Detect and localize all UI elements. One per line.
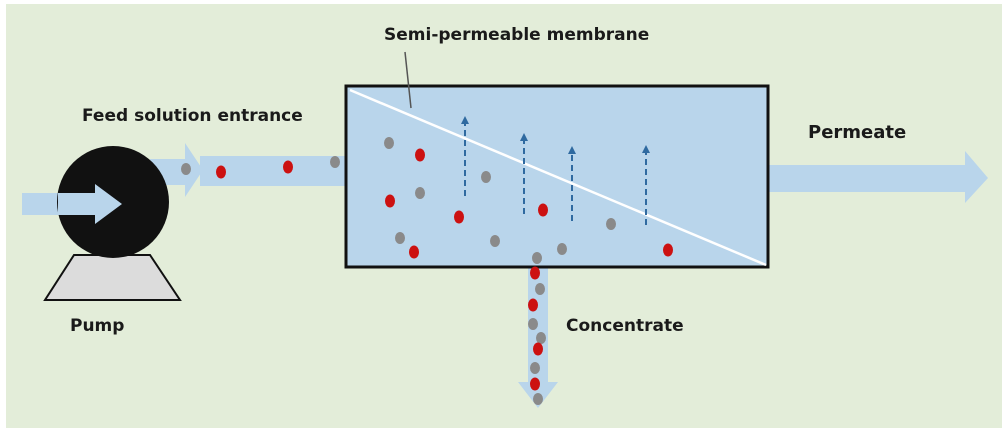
solute-particle-red [216,165,226,179]
solute-particle-gray [384,137,394,149]
pump-label: Pump [70,316,125,336]
solute-particle-gray [528,318,538,330]
solute-particle-red [415,148,425,162]
solute-particle-gray [490,235,500,247]
solute-particle-gray [330,156,340,168]
solute-particle-red [663,243,673,257]
membrane-label: Semi-permeable membrane [384,25,650,45]
pump-inlet-arrow-overlay [58,184,122,224]
permeation-arrows [464,124,647,225]
solute-particle-red [533,342,543,356]
solute-particle-gray [415,187,425,199]
solute-particle-gray [536,332,546,344]
solute-particle-red [538,203,548,217]
solute-particle-gray [533,393,543,405]
permeation-arrowhead [520,133,528,141]
membrane-pointer [404,51,412,109]
permeate-flow-arrow [768,151,988,203]
permeation-arrowhead [461,116,469,124]
pump-base [43,254,182,301]
permeation-arrowhead [642,145,650,153]
solute-particle-red [385,194,395,208]
feed-label: Feed solution entrance [82,106,303,126]
solute-particle-red [530,377,540,391]
solute-particle-red [454,210,464,224]
solute-particle-gray [606,218,616,230]
solute-particle-gray [535,283,545,295]
solute-particle-red [409,245,419,259]
solute-particle-gray [557,243,567,255]
permeation-arrowheads [461,116,650,154]
solute-particle-gray [530,362,540,374]
solute-particle-gray [181,163,191,175]
solute-particle-red [283,160,293,174]
solute-particle-red [528,298,538,312]
permeate-label: Permeate [808,122,907,143]
solute-particle-gray [481,171,491,183]
membrane-line [349,88,767,267]
particles [181,137,673,405]
solute-particle-red [530,266,540,280]
solute-particle-gray [532,252,542,264]
concentrate-label: Concentrate [566,316,684,336]
solute-particle-gray [395,232,405,244]
permeation-arrowhead [568,146,576,154]
